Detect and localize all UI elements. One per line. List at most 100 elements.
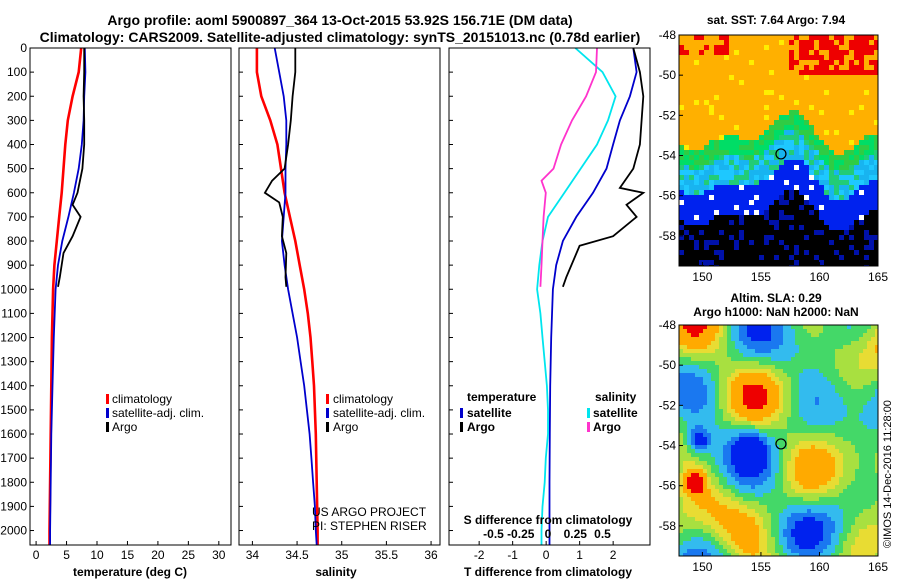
map-cell (859, 80, 865, 86)
map-cell (859, 413, 864, 418)
map-cell (811, 517, 816, 522)
map-cell (869, 115, 875, 121)
legend-climatology: climatology (333, 392, 393, 406)
map-cell (747, 333, 752, 338)
map-cell (699, 210, 705, 216)
map-cell (724, 65, 730, 71)
map-cell (819, 453, 824, 458)
map-cell (839, 469, 844, 474)
map-cell (867, 349, 872, 354)
map-cell (815, 541, 820, 546)
map-cell (874, 130, 878, 136)
map-cell (824, 200, 830, 206)
map-cell (691, 517, 696, 522)
map-cell (829, 45, 835, 51)
map-cell (743, 441, 748, 446)
map-cell (743, 545, 748, 550)
map-cell (699, 385, 704, 390)
map-cell (829, 165, 835, 171)
map-cell (875, 409, 878, 414)
map-cell (859, 437, 864, 442)
map-cell (774, 180, 780, 186)
map-cell (703, 481, 708, 486)
map-cell (755, 409, 760, 414)
map-cell (754, 45, 760, 51)
map-cell (703, 505, 708, 510)
map-cell (871, 485, 876, 490)
map-cell (803, 345, 808, 350)
map-cell (843, 417, 848, 422)
map-cell (859, 517, 864, 522)
map-cell (749, 200, 755, 206)
map-cell (815, 441, 820, 446)
map-cell (855, 353, 860, 358)
map-cell (787, 453, 792, 458)
map-cell (699, 521, 704, 526)
map-cell (763, 485, 768, 490)
map-cell (831, 329, 836, 334)
map-cell (859, 160, 865, 166)
map-cell (809, 100, 815, 106)
map-cell (869, 120, 875, 126)
map-cell (854, 210, 860, 216)
map-cell (871, 357, 876, 362)
map-cell (844, 195, 850, 201)
map-cell (739, 481, 744, 486)
map-cell (707, 525, 712, 530)
map-cell (815, 473, 820, 478)
map-cell (724, 210, 730, 216)
map-cell (824, 245, 830, 251)
map-cell (844, 180, 850, 186)
map-cell (835, 505, 840, 510)
map-cell (727, 397, 732, 402)
map-cell (751, 325, 756, 330)
map-cell (715, 417, 720, 422)
map-cell (863, 365, 868, 370)
map-cell (739, 145, 745, 151)
map-cell (799, 537, 804, 542)
map-cell (863, 513, 868, 518)
map-cell (803, 473, 808, 478)
map-cell (759, 180, 765, 186)
map-cell (755, 385, 760, 390)
map-cell (759, 345, 764, 350)
map-cell (719, 365, 724, 370)
map-cell (683, 325, 688, 330)
map-cell (824, 180, 830, 186)
map-cell (689, 60, 695, 66)
map-cell (747, 397, 752, 402)
map-cell (839, 240, 845, 246)
map-cell (843, 413, 848, 418)
map-cell (875, 549, 878, 554)
map-cell (864, 165, 870, 171)
map-cell (815, 537, 820, 542)
map-cell (683, 417, 688, 422)
map-cell (867, 329, 872, 334)
map-cell (803, 353, 808, 358)
map-cell (859, 421, 864, 426)
map-cell (691, 397, 696, 402)
map-cell (703, 457, 708, 462)
map-cell (809, 255, 815, 261)
map-cell (679, 90, 685, 96)
map-cell (715, 465, 720, 470)
map-cell (704, 145, 710, 151)
map-cell (755, 521, 760, 526)
map-cell (823, 553, 828, 556)
map-cell (859, 60, 865, 66)
map-cell (747, 437, 752, 442)
map-cell (829, 135, 835, 141)
map-cell (755, 369, 760, 374)
map-cell (689, 200, 695, 206)
map-cell (704, 140, 710, 146)
map-cell (814, 195, 820, 201)
map-cell (807, 501, 812, 506)
map-cell (854, 45, 860, 51)
map-cell (714, 60, 720, 66)
map-cell (714, 250, 720, 256)
map-cell (859, 125, 865, 131)
map-cell (864, 195, 870, 201)
map-cell (755, 405, 760, 410)
legend-swatch-argo (106, 422, 109, 432)
map-cell (679, 80, 685, 86)
